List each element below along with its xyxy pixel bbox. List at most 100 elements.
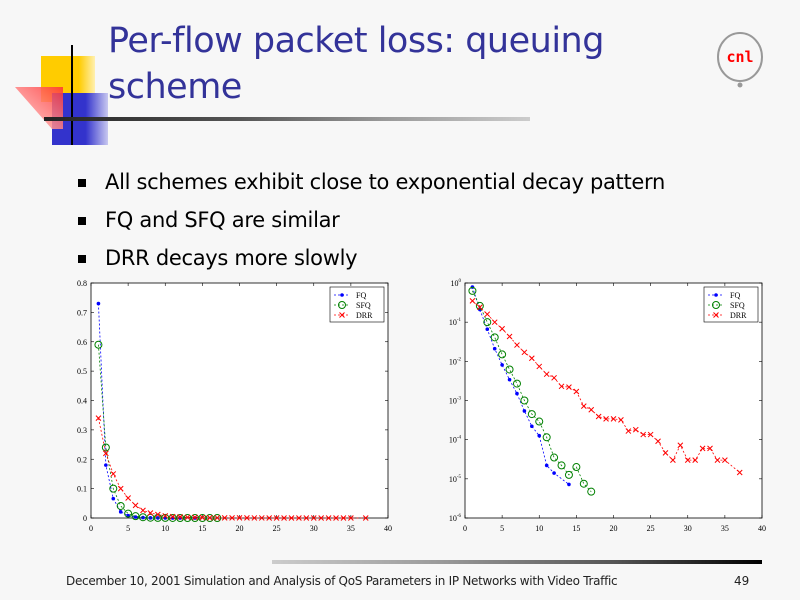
sfq-point [564, 470, 573, 479]
drr-point [506, 333, 513, 340]
sfq-point [579, 479, 588, 488]
x-tick-label: 20 [236, 524, 244, 533]
drr-point [684, 457, 691, 463]
drr-point [736, 469, 743, 476]
sfq-point [338, 301, 346, 309]
drr-point [521, 349, 528, 356]
drr-point [625, 428, 632, 434]
drr-point [310, 515, 317, 521]
drr-point [296, 515, 302, 521]
drr-point [707, 445, 713, 452]
y-tick-label: 10-1 [449, 318, 462, 327]
y-tick-label: 10-6 [449, 514, 462, 523]
drr-point [303, 515, 310, 521]
drr-point [469, 298, 476, 304]
drr-point [640, 431, 647, 438]
sfq-point [527, 410, 536, 419]
drr-point [177, 514, 183, 520]
bullet-square-icon [78, 179, 86, 187]
legend-label-fq: FQ [356, 291, 366, 300]
fq-point [544, 463, 549, 468]
drr-point [281, 515, 287, 521]
fq-point [340, 293, 344, 297]
fq-point [537, 433, 542, 438]
drr-point [595, 413, 602, 420]
sfq-point [475, 301, 484, 310]
legend-label-drr: DRR [356, 311, 373, 320]
drr-point [632, 426, 639, 433]
sfq-point [101, 443, 110, 452]
cnl-logo: cnl [717, 32, 763, 88]
drr-point [102, 450, 109, 457]
title-line-2: scheme [108, 67, 242, 107]
x-tick-label: 20 [610, 524, 618, 533]
drr-point [677, 442, 684, 449]
y-tick-label: 0.5 [77, 367, 87, 376]
drr-point [514, 342, 520, 348]
sfq-point [498, 350, 507, 359]
x-tick-label: 0 [463, 524, 467, 533]
drr-point [199, 514, 206, 521]
drr-point [214, 514, 221, 521]
drr-point [551, 374, 557, 381]
drr-point [536, 363, 543, 370]
fq-point [118, 510, 123, 514]
legend-label-fq: FQ [730, 291, 740, 300]
drr-point [192, 514, 198, 521]
sfq-point [572, 463, 581, 472]
fq-point [552, 471, 556, 475]
x-tick-label: 5 [126, 524, 130, 533]
fq-point [96, 301, 101, 306]
x-tick-label: 15 [572, 524, 580, 533]
y-tick-label: 10-4 [449, 436, 462, 445]
drr-point [229, 515, 235, 521]
x-tick-label: 10 [535, 524, 543, 533]
fq-point [111, 496, 116, 501]
fq-point [522, 409, 527, 413]
y-tick-label: 0.6 [77, 338, 87, 347]
legend-label-drr: DRR [730, 311, 747, 320]
x-tick-label: 10 [161, 524, 169, 533]
x-tick-label: 15 [198, 524, 206, 533]
sfq-point [712, 301, 720, 309]
y-tick-label: 10-2 [449, 357, 462, 366]
y-tick-label: 0.7 [77, 308, 87, 317]
fq-point [492, 346, 497, 351]
drr-point [340, 515, 347, 521]
y-tick-label: 0.3 [77, 426, 87, 435]
drr-point [147, 510, 154, 516]
drr-point [333, 515, 339, 521]
drr-point [491, 319, 498, 326]
y-tick-label: 0 [83, 514, 87, 523]
drr-point [580, 403, 587, 409]
drr-point [499, 325, 505, 332]
y-tick-label: 100 [451, 279, 462, 288]
footer-rule [272, 560, 762, 564]
sfq-point [131, 512, 140, 521]
drr-point [258, 515, 265, 521]
drr-point [670, 457, 676, 463]
bullet-square-icon [78, 255, 86, 263]
sfq-point [124, 509, 133, 518]
x-tick-label: 25 [273, 524, 281, 533]
sfq-point [512, 379, 521, 388]
legend-label-sfq: SFQ [356, 301, 371, 310]
drr-point [95, 415, 102, 421]
legend-label-sfq: SFQ [730, 301, 745, 310]
y-tick-label: 10-3 [449, 397, 462, 406]
drr-point [140, 507, 146, 514]
y-tick-label: 0.4 [77, 397, 87, 406]
drr-point [528, 355, 535, 362]
drr-point [647, 431, 654, 438]
legend-box [329, 286, 385, 323]
drr-point [169, 513, 176, 520]
drr-point [573, 388, 580, 395]
drr-point [699, 445, 706, 452]
drr-point [288, 515, 295, 521]
drr-point [362, 515, 369, 521]
drr-point [603, 415, 609, 422]
sfq-point [542, 433, 551, 442]
drr-point [162, 512, 169, 519]
bullet-square-icon [78, 217, 86, 225]
